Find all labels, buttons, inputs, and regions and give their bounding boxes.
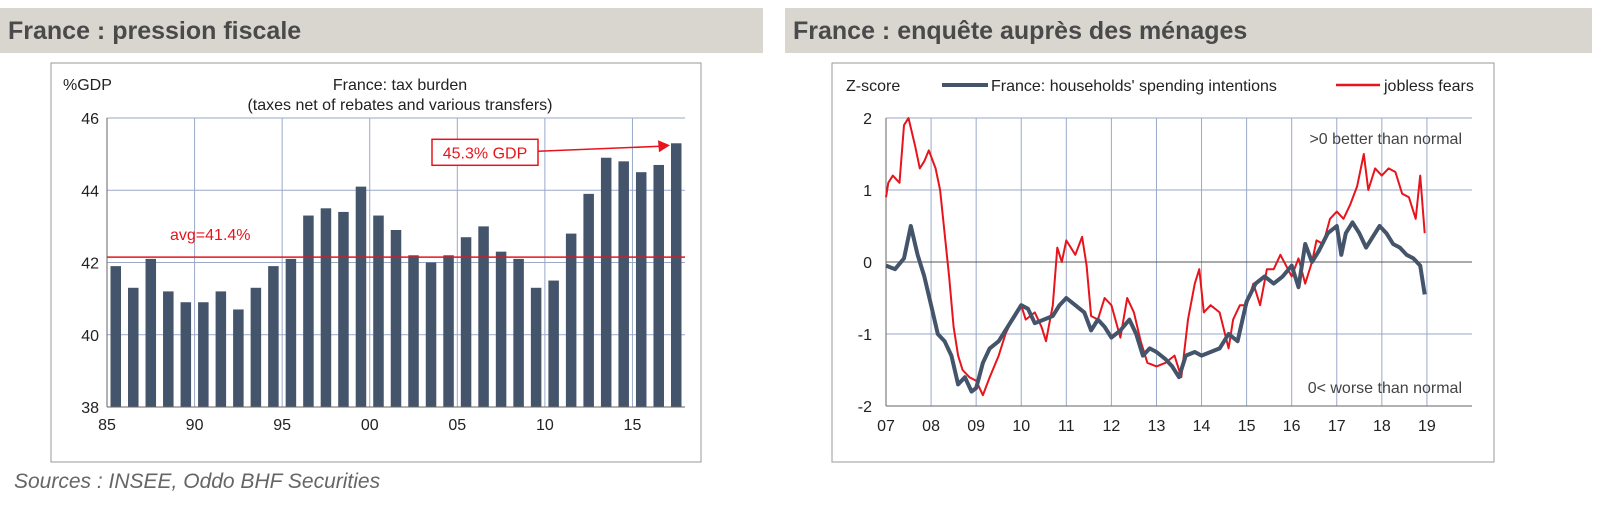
chart-frame bbox=[831, 62, 1495, 463]
left-panel-title: France : pression fiscale bbox=[8, 17, 302, 45]
average-label: avg=41.4% bbox=[170, 227, 251, 244]
chart-frame bbox=[50, 62, 702, 463]
bar bbox=[198, 302, 209, 407]
y-tick-label: 0 bbox=[863, 255, 872, 272]
x-tick-label: 95 bbox=[273, 417, 291, 434]
bar bbox=[443, 255, 454, 407]
bar bbox=[565, 233, 577, 407]
bar bbox=[215, 291, 227, 407]
bottom-annotation: 0< worse than normal bbox=[1308, 380, 1462, 397]
legend-label-jobless: jobless fears bbox=[1383, 78, 1474, 95]
x-tick-label: 16 bbox=[1283, 418, 1301, 435]
x-tick-label: 09 bbox=[967, 418, 985, 435]
bar bbox=[303, 215, 314, 407]
x-tick-label: 85 bbox=[98, 417, 116, 434]
top-annotation: >0 better than normal bbox=[1309, 131, 1462, 148]
bar bbox=[320, 208, 332, 407]
chart-subtitle: (taxes net of rebates and various transf… bbox=[247, 97, 552, 114]
x-tick-label: 18 bbox=[1373, 418, 1391, 435]
bar bbox=[145, 258, 157, 407]
left-panel-header: France : pression fiscale bbox=[0, 8, 763, 53]
bar bbox=[110, 266, 122, 407]
bar bbox=[338, 211, 349, 407]
x-tick-label: 90 bbox=[186, 417, 204, 434]
bar bbox=[583, 193, 594, 407]
bar bbox=[355, 186, 367, 407]
bar bbox=[513, 258, 524, 407]
bar bbox=[250, 287, 262, 407]
x-tick-label: 12 bbox=[1102, 418, 1120, 435]
x-tick-label: 08 bbox=[922, 418, 940, 435]
bar bbox=[180, 302, 192, 407]
x-tick-label: 10 bbox=[1012, 418, 1030, 435]
x-tick-label: 15 bbox=[1238, 418, 1256, 435]
last-value-label: 45.3% GDP bbox=[443, 145, 527, 162]
y-tick-label: -2 bbox=[858, 399, 872, 416]
x-tick-label: 07 bbox=[877, 418, 895, 435]
y-axis-label: Z-score bbox=[846, 78, 900, 95]
y-tick-label: 46 bbox=[81, 111, 99, 128]
y-tick-label: 2 bbox=[863, 111, 872, 128]
y-tick-label: 40 bbox=[81, 328, 99, 345]
x-tick-label: 10 bbox=[536, 417, 554, 434]
bar bbox=[390, 229, 402, 407]
x-tick-label: 11 bbox=[1058, 418, 1075, 435]
bar bbox=[635, 172, 647, 407]
legend-label-spending: France: households' spending intentions bbox=[991, 78, 1277, 95]
bar bbox=[548, 280, 559, 407]
spending-intentions-line bbox=[885, 220, 1427, 394]
last-value-arrow-line bbox=[537, 145, 661, 153]
bar bbox=[618, 161, 629, 407]
last-value-arrowhead bbox=[658, 140, 670, 153]
bar bbox=[268, 266, 279, 407]
source-note: Sources : INSEE, Oddo BHF Securities bbox=[14, 470, 381, 493]
x-tick-label: 15 bbox=[624, 417, 642, 434]
bar bbox=[670, 143, 682, 407]
x-tick-label: 05 bbox=[448, 417, 466, 434]
x-tick-label: 19 bbox=[1418, 418, 1436, 435]
jobless-fears-line bbox=[885, 117, 1426, 397]
bar bbox=[408, 255, 419, 407]
y-axis-label: %GDP bbox=[63, 77, 112, 94]
bar bbox=[285, 258, 297, 407]
x-tick-label: 17 bbox=[1328, 418, 1346, 435]
bar bbox=[653, 164, 664, 407]
bar bbox=[495, 251, 507, 407]
x-tick-label: 13 bbox=[1148, 418, 1166, 435]
chart-title: France: tax burden bbox=[333, 77, 467, 94]
y-tick-label: 44 bbox=[81, 183, 99, 200]
right-panel-header: France : enquête auprès des ménages bbox=[785, 8, 1592, 53]
right-panel-title: France : enquête auprès des ménages bbox=[793, 17, 1248, 45]
bar bbox=[128, 287, 139, 407]
bar bbox=[600, 157, 612, 407]
last-value-box bbox=[431, 138, 539, 167]
x-tick-label: 00 bbox=[361, 417, 379, 434]
bar bbox=[530, 287, 542, 407]
y-tick-label: -1 bbox=[858, 327, 872, 344]
y-tick-label: 42 bbox=[81, 256, 99, 273]
bar bbox=[163, 291, 174, 407]
bar bbox=[460, 237, 472, 407]
bar bbox=[233, 309, 244, 407]
y-tick-label: 38 bbox=[81, 400, 99, 417]
bar bbox=[425, 262, 437, 407]
y-tick-label: 1 bbox=[863, 183, 872, 200]
bar bbox=[478, 226, 489, 407]
bar bbox=[373, 215, 384, 407]
x-tick-label: 14 bbox=[1193, 418, 1211, 435]
